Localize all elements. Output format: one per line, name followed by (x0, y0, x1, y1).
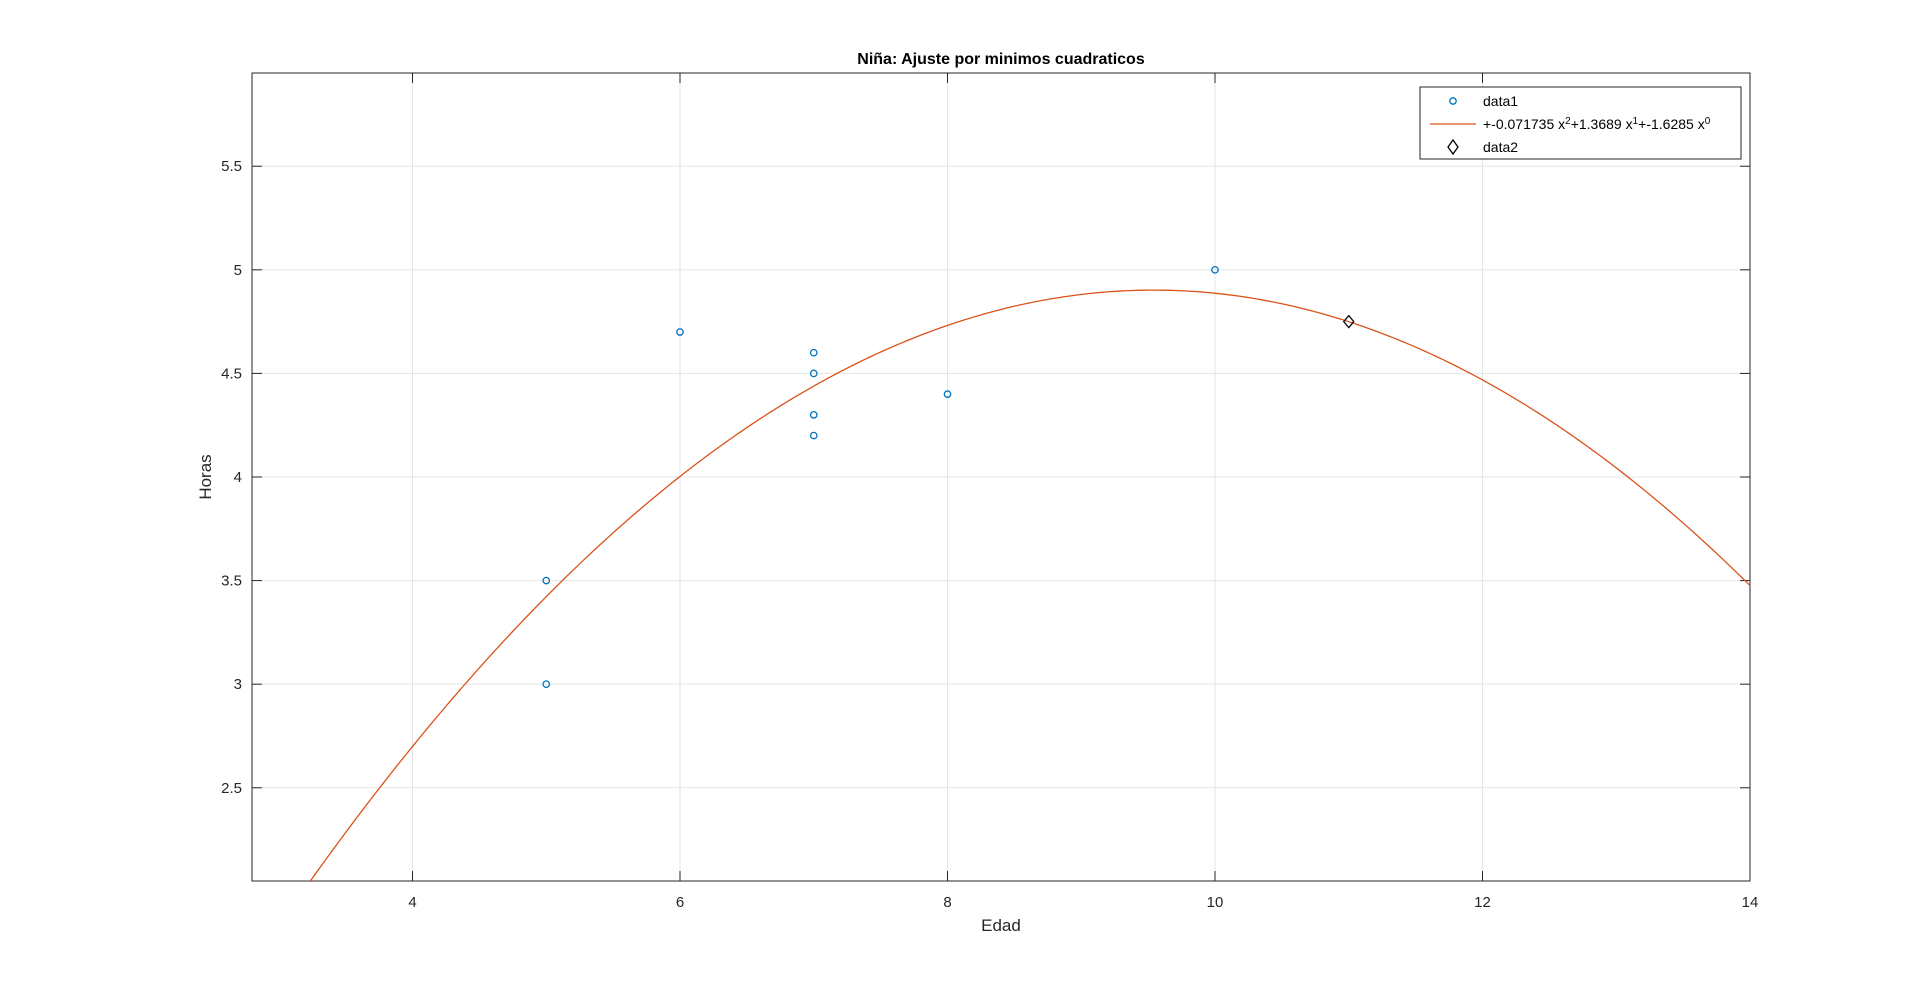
data1-point (809, 431, 818, 440)
x-tick-label: 8 (943, 894, 951, 911)
y-tick-label: 3 (234, 676, 242, 693)
series-layer (309, 265, 1750, 881)
data1-point (809, 369, 818, 378)
y-tick-label: 4.5 (221, 365, 242, 382)
y-tick-label: 2.5 (221, 780, 242, 797)
x-axis-ticks: 4 6 8 10 12 14 (408, 73, 1758, 911)
data1-point (809, 348, 818, 357)
legend-circle-marker-icon (1449, 97, 1457, 105)
legend-label-data1: data1 (1483, 93, 1518, 109)
x-tick-label: 4 (408, 894, 416, 911)
x-tick-label: 14 (1742, 894, 1759, 911)
y-axis-ticks: 2.5 3 3.5 4 4.5 5 5.5 (221, 158, 1750, 797)
x-tick-label: 12 (1474, 894, 1491, 911)
legend-item-data2[interactable]: data2 (1447, 138, 1518, 156)
y-tick-label: 4 (234, 469, 242, 486)
y-tick-label: 3.5 (221, 573, 242, 590)
data1-point (542, 680, 551, 689)
legend-diamond-marker-icon (1447, 138, 1459, 156)
grid (252, 73, 1750, 881)
legend-item-data1[interactable]: data1 (1449, 93, 1518, 109)
y-tick-label: 5 (234, 262, 242, 279)
y-tick-label: 5.5 (221, 158, 242, 175)
data2-point (1342, 314, 1355, 329)
data1-point (542, 576, 551, 585)
data1-point (1211, 265, 1219, 274)
y-axis-label: Horas (196, 454, 215, 499)
x-axis-label: Edad (981, 916, 1021, 935)
chart-title: Niña: Ajuste por minimos cuadraticos (857, 51, 1145, 68)
legend-label-fit: +-0.071735 x2+1.3689 x1+-1.6285 x0 (1483, 116, 1711, 133)
fit-curve-line (309, 289, 1750, 881)
legend-label-data2: data2 (1483, 139, 1518, 155)
legend-box (1419, 86, 1742, 160)
data1-point (809, 410, 818, 419)
data1-point (943, 390, 952, 398)
x-tick-label: 10 (1207, 894, 1224, 911)
legend-item-fit[interactable]: +-0.071735 x2+1.3689 x1+-1.6285 x0 (1430, 116, 1711, 133)
x-tick-label: 6 (676, 894, 684, 911)
data1-point (676, 328, 684, 336)
legend[interactable]: data1 +-0.071735 x2+1.3689 x1+-1.6285 x0… (1419, 86, 1742, 160)
